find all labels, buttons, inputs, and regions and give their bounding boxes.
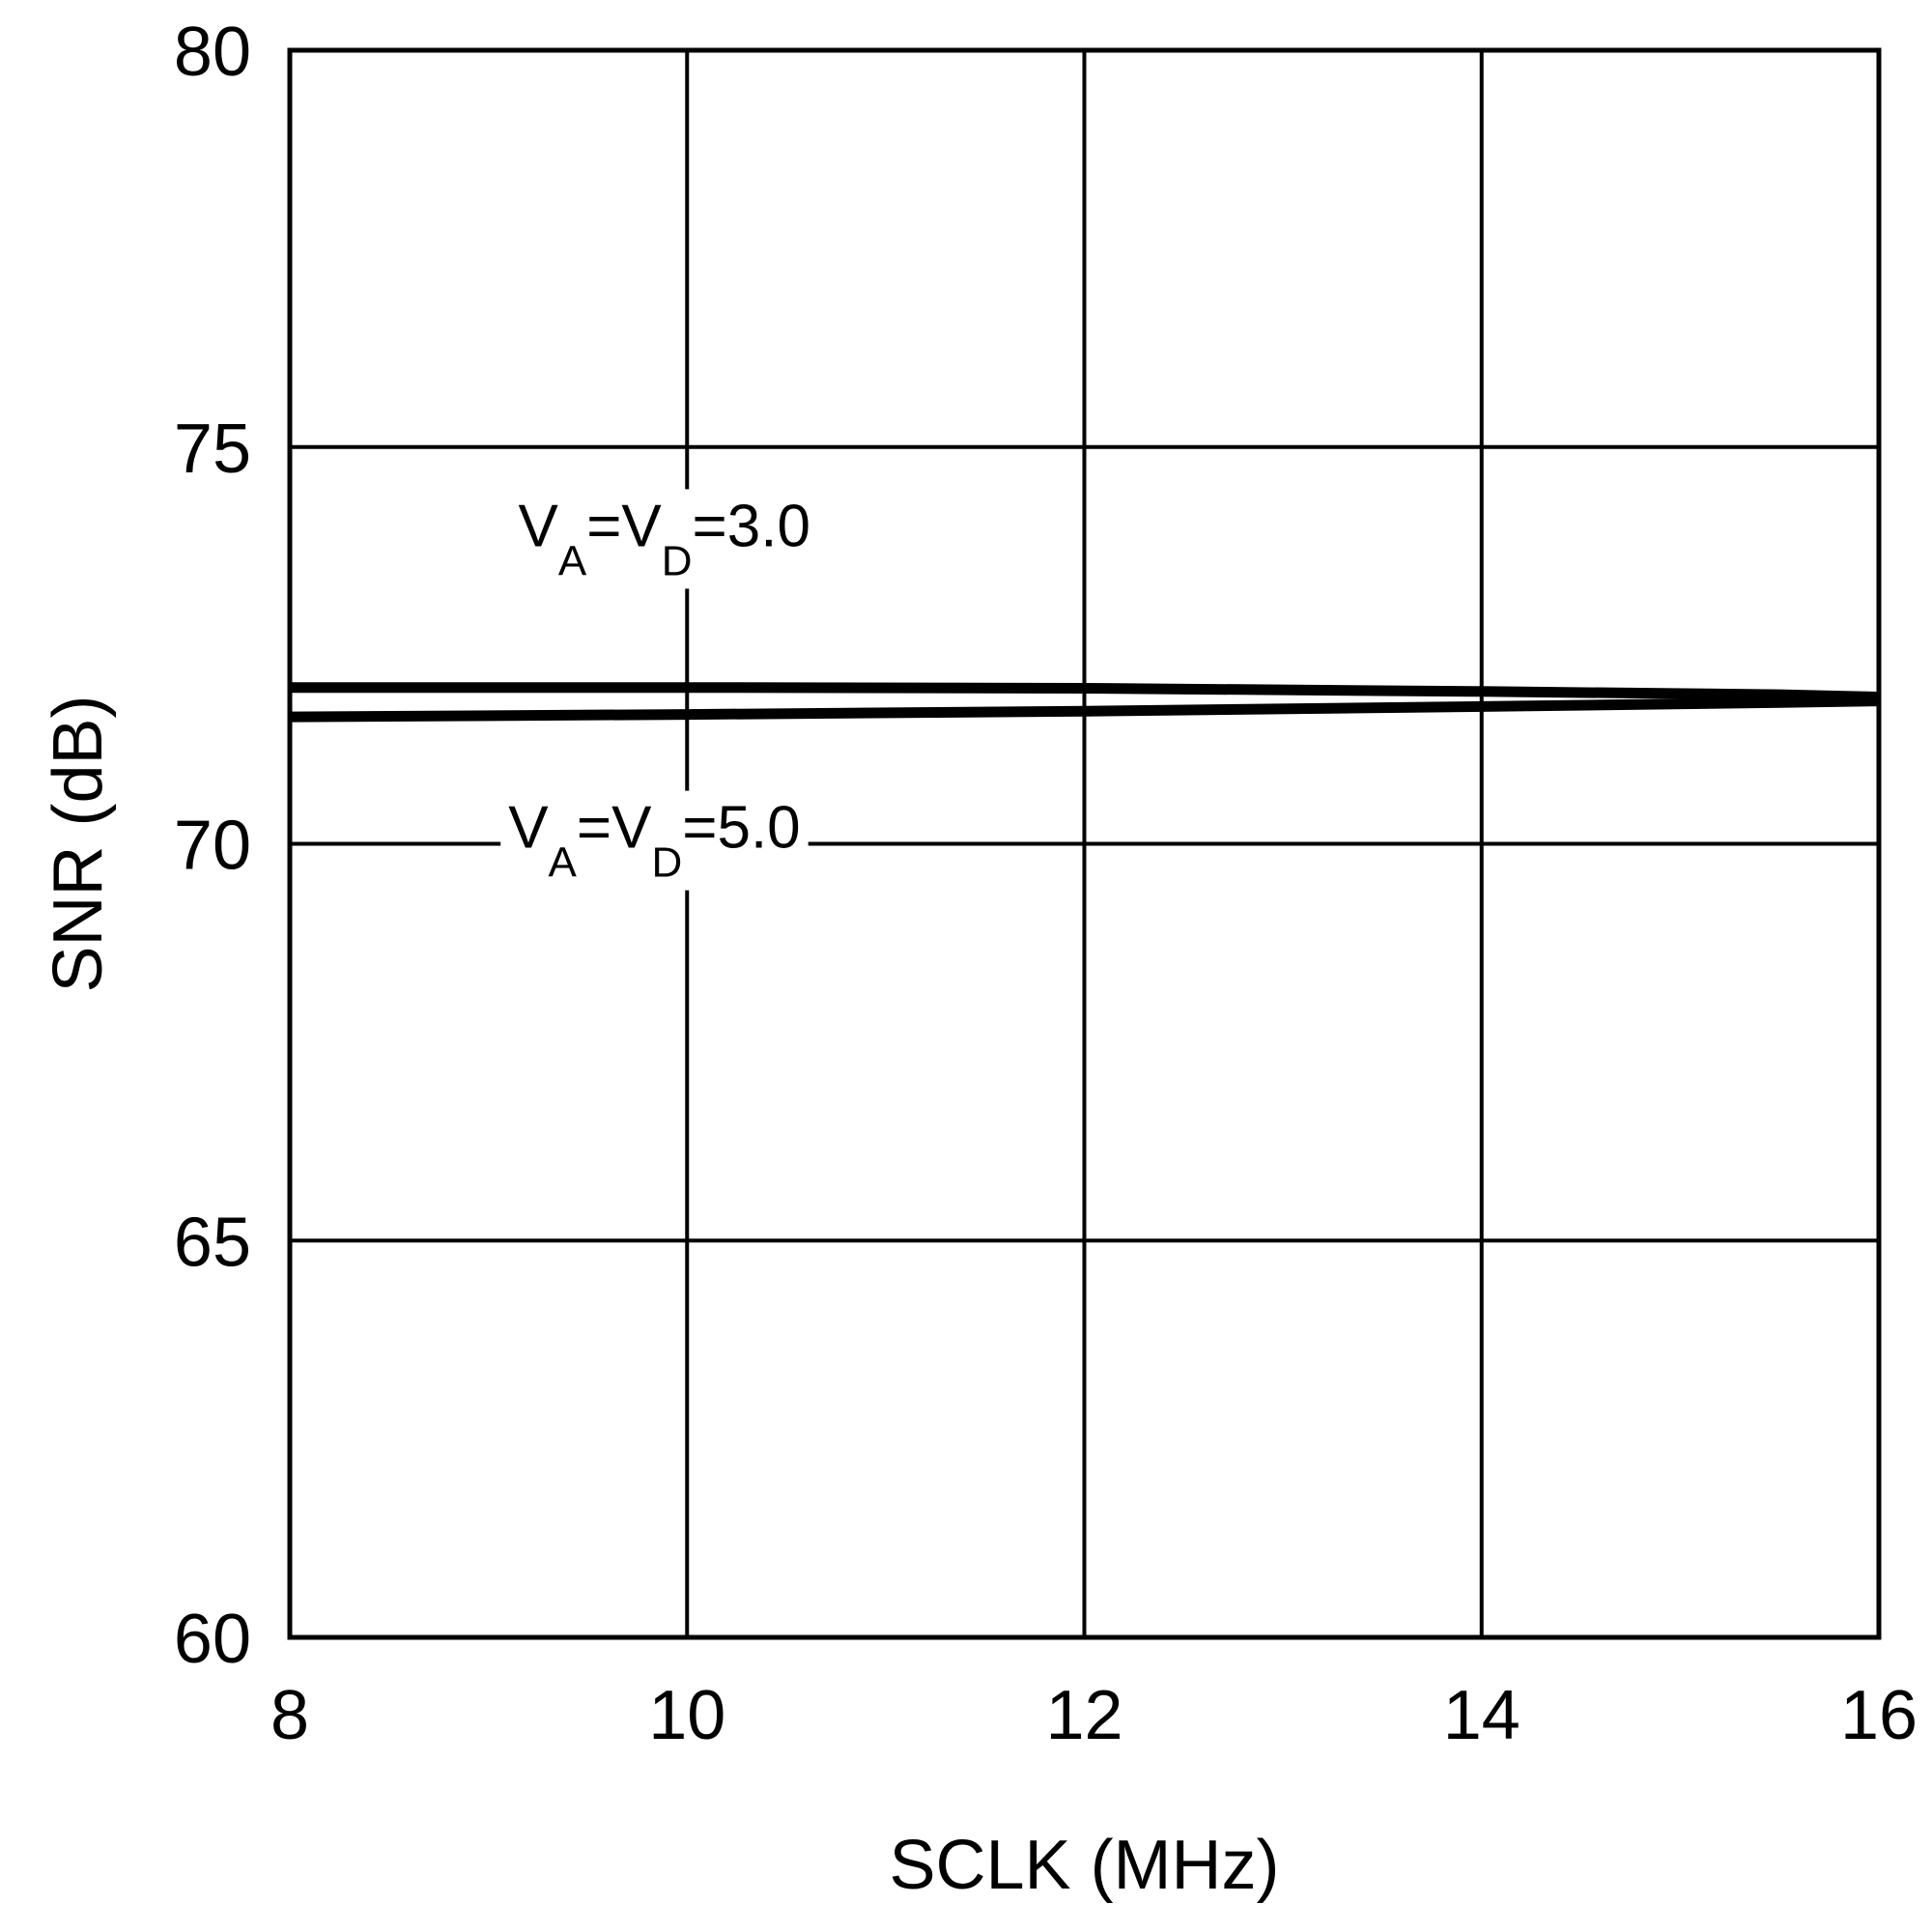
x-tick-label: 16	[1840, 1677, 1918, 1754]
series-annotations: VA=VD=3.0VA=VD=5.0	[500, 489, 818, 891]
y-tick-label: 70	[174, 808, 251, 885]
annotation-text: V	[518, 493, 558, 559]
y-tick-label: 60	[174, 1601, 251, 1678]
y-tick-label: 80	[174, 14, 251, 91]
x-tick-label: 14	[1443, 1677, 1520, 1754]
annotation-subscript: A	[549, 839, 578, 887]
plot-frame	[287, 47, 1882, 1640]
x-tick-label: 10	[648, 1677, 725, 1754]
y-tick-label: 75	[174, 411, 251, 488]
series-line-2	[289, 696, 1880, 723]
annotation-text: =5.0	[682, 795, 800, 862]
x-tick-label: 8	[270, 1677, 309, 1754]
annotation-background	[500, 790, 809, 891]
annotation-background	[510, 489, 818, 589]
x-tick-labels: 8 10 12 14 16	[270, 1677, 1918, 1754]
series-line-1	[290, 682, 1880, 702]
y-tick-labels: 60 65 70 75 80	[174, 14, 251, 1678]
annotation-text: =V	[577, 795, 652, 862]
annotation-text: V	[508, 795, 549, 862]
annotation-1: VA=VD=3.0	[510, 489, 818, 589]
annotation-text: =V	[586, 493, 662, 559]
x-tick-label: 12	[1045, 1677, 1122, 1754]
annotation-subscript: A	[558, 537, 587, 584]
annotation-2: VA=VD=5.0	[500, 790, 809, 891]
annotation-subscript: D	[651, 839, 682, 887]
annotation-label: VA=VD=5.0	[508, 795, 800, 887]
x-axis-label: SCLK (MHz)	[889, 1827, 1279, 1904]
y-tick-label: 65	[174, 1204, 251, 1281]
grid-lines	[290, 50, 1879, 1637]
annotation-label: VA=VD=3.0	[518, 493, 810, 584]
annotation-text: =3.0	[693, 493, 810, 559]
y-axis-label: SNR (dB)	[40, 695, 117, 992]
annotation-subscript: D	[662, 537, 693, 584]
series-lines	[289, 682, 1880, 723]
